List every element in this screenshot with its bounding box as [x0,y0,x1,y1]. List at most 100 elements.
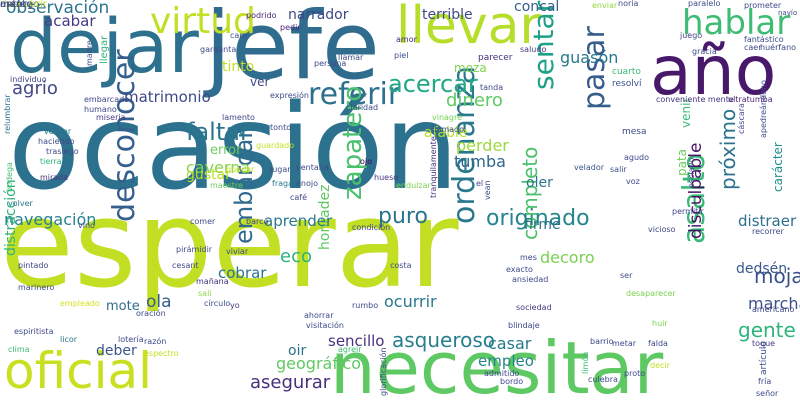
word: velador [574,163,605,172]
word: asegurar [250,372,331,393]
word: oficial [4,342,152,400]
word: fragata [272,179,302,188]
word: gente [738,318,796,342]
word: yo [230,301,240,310]
word: eco [280,246,312,267]
word: prometer [744,1,782,10]
word: caer [744,43,762,52]
word: descubrir [0,0,47,10]
word: culebra [588,375,618,384]
word: error [210,143,242,158]
word: recorrer [752,227,784,236]
word: carácter [771,142,785,192]
word: mesa [622,127,647,137]
word: comer [190,217,216,226]
word: oler [526,175,553,191]
word: endulzar [396,181,431,190]
word: huérfano [760,43,797,52]
word: antro [0,0,27,10]
word: barrio [590,337,614,346]
word: el [476,179,484,188]
word: gustar [186,167,231,183]
word: monte [0,0,33,10]
word: dejar [10,4,199,90]
word: originado [486,206,590,231]
word: cara [230,31,248,40]
word: pirámidir [176,245,213,254]
word: toque [752,339,776,348]
word: acabar [44,12,96,30]
word: voz [626,177,640,186]
word: navegación [4,210,97,229]
word: geográfico [276,354,361,373]
word: jefe [205,0,380,101]
word: escargo [0,0,40,10]
word: hablar [682,3,791,43]
word: agrio [12,78,58,99]
word: matrimonio [124,88,211,106]
word: necesitar [330,326,664,400]
word: acercar [388,70,478,98]
word: ojo [360,157,373,166]
word: razón [144,337,167,346]
word: miseria [96,113,126,122]
word: vean [483,180,492,200]
word: bodega [5,162,14,192]
word: llamado [432,125,465,134]
word: barco [246,217,269,226]
word: pedir [280,23,301,32]
word: empleo [478,352,534,370]
word: círculo [204,299,231,308]
word: decoro [540,248,595,267]
word: rumbo [352,301,379,310]
word: perder [456,136,509,155]
word: admitido [484,369,520,378]
word: ser [620,271,633,280]
word: ventana [296,163,329,172]
word: concal [514,0,560,15]
word: pintado [18,261,49,270]
word: referir [308,77,401,112]
word: ola [146,292,172,312]
word: glorificación [379,347,388,396]
word: permitir [672,207,704,216]
word: empleado [60,299,100,308]
word: hueso [374,173,399,182]
word: mañana [196,277,229,286]
word: fría [758,377,772,386]
word: bordo [500,377,524,386]
word: moza [454,61,487,75]
word: humano [84,105,117,114]
word: dedsén [736,261,788,277]
word: parecer [478,53,513,63]
word: madre [85,40,94,66]
word: enviar [592,1,618,10]
word: llamar [338,53,364,62]
word: lotería [118,335,144,344]
word: juego [680,31,703,40]
word: apedreándono [759,80,768,138]
word: tinto [222,59,255,75]
word: embarcado [84,95,130,104]
word: expresión [270,91,309,100]
word: decir [650,361,670,370]
word: cuarto [612,67,641,77]
word: sali [198,289,212,298]
word: observación [6,0,110,18]
word: pasar [577,26,612,110]
word: tanda [480,83,504,92]
word: próximo [716,108,740,190]
word: visitación [306,321,344,330]
word: jugar [270,165,291,174]
word: tonto [270,123,292,132]
word: falda [648,339,668,348]
word: oir [288,343,307,359]
word: ocurrir [384,292,437,311]
word: noria [618,0,639,8]
word: quedar [226,165,255,174]
word: marchar [748,294,800,313]
word: guasón [560,48,619,67]
word: casar [488,334,532,353]
word: americano [752,305,795,314]
